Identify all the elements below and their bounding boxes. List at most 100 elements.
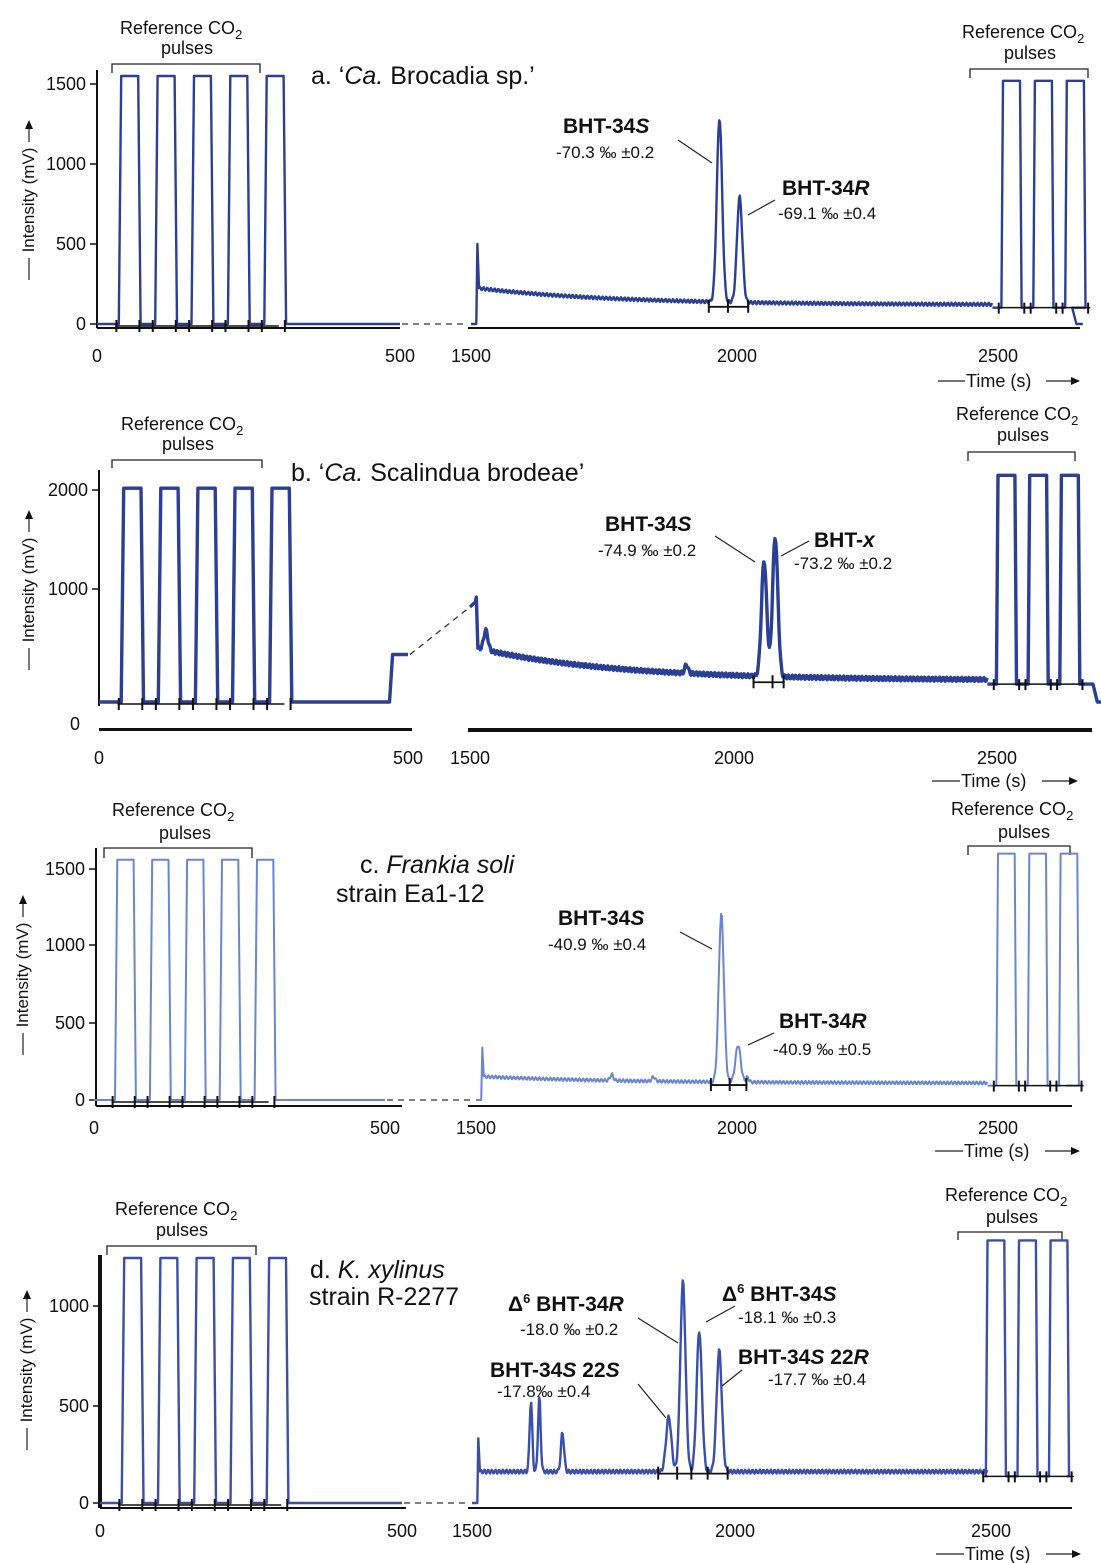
x-axis-title: Time (s)	[935, 1141, 1080, 1161]
x-tick-label: 0	[89, 1118, 99, 1138]
x-tick-label: 1500	[452, 1521, 492, 1541]
y-tick-label: 0	[70, 714, 80, 734]
ref-label-left: Reference CO2 pulses	[111, 414, 263, 468]
y-tick-label: 0	[75, 1090, 85, 1110]
elution-trace	[471, 119, 994, 326]
svg-text:-74.9 ‰ ±0.2: -74.9 ‰ ±0.2	[598, 541, 696, 560]
peak-label-delta6-bht-34s: Δ6 BHT-34S -18.1 ‰ ±0.3	[705, 1281, 837, 1327]
peak-label-delta6-bht-34r: Δ6 BHT-34R -18.0 ‰ ±0.2	[508, 1291, 679, 1344]
y-ticks	[90, 83, 97, 325]
y-tick-label: 1000	[49, 1296, 89, 1316]
svg-text:pulses: pulses	[998, 822, 1050, 842]
svg-text:BHT-34R: BHT-34R	[779, 1010, 867, 1033]
y-axis-title: Intensity (mV)	[19, 120, 38, 280]
x-tick-label: 2000	[717, 1118, 757, 1138]
svg-text:pulses: pulses	[1004, 43, 1056, 63]
reference-pulses-right	[987, 473, 1101, 704]
svg-text:Time (s): Time (s)	[964, 1141, 1029, 1161]
ref-label-left: Reference CO2 pulses	[106, 1199, 257, 1255]
panel-title: d. K. xylinus strain R-2277	[309, 1256, 459, 1311]
reference-pulses-left	[94, 858, 385, 1101]
svg-text:pulses: pulses	[162, 434, 214, 454]
peak-label-bht-34s-22r: BHT-34S 22R -17.7 ‰ ±0.4	[721, 1346, 870, 1389]
x-axis-title: Time (s)	[932, 771, 1078, 791]
y-tick-label: 0	[76, 314, 86, 334]
svg-text:Time (s): Time (s)	[961, 771, 1026, 791]
ref-label-right: Reference CO2 pulses	[945, 1185, 1067, 1240]
svg-text:Reference CO2: Reference CO2	[951, 799, 1073, 823]
y-axis-title: Intensity (mV)	[17, 1290, 36, 1450]
x-tick-label: 2000	[714, 748, 754, 768]
y-axis-title: Intensity (mV)	[13, 895, 32, 1055]
ref-label-left: Reference CO2 pulses	[111, 18, 261, 73]
x-tick-label: 2000	[715, 1521, 755, 1541]
y-tick-label: 1500	[45, 859, 85, 879]
svg-text:Reference CO2: Reference CO2	[121, 414, 243, 438]
x-axis-left	[99, 728, 412, 731]
svg-text:BHT-x: BHT-x	[814, 529, 876, 552]
svg-text:pulses: pulses	[159, 823, 211, 843]
ref-label-left: Reference CO2 pulses	[103, 800, 253, 858]
reference-pulses-left	[100, 1256, 402, 1505]
svg-text:Intensity (mV): Intensity (mV)	[17, 1318, 36, 1423]
x-axis-right	[468, 728, 1092, 732]
reference-pulses-right	[992, 79, 1087, 326]
x-tick-label: 2500	[978, 346, 1018, 366]
chromatogram-trace	[97, 74, 1091, 332]
svg-text:Time (s): Time (s)	[965, 1544, 1030, 1563]
svg-text:Reference CO2: Reference CO2	[112, 800, 234, 824]
x-tick-label: 2500	[977, 748, 1017, 768]
svg-text:-18.1 ‰ ±0.3: -18.1 ‰ ±0.3	[738, 1308, 836, 1327]
svg-text:-18.0 ‰ ±0.2: -18.0 ‰ ±0.2	[520, 1320, 618, 1339]
panel-c: 1500 1000 500 0 0 500 1500 2000 2500 Tim…	[13, 799, 1084, 1161]
elution-trace	[476, 912, 989, 1101]
svg-text:BHT-34S 22S: BHT-34S 22S	[490, 1359, 620, 1382]
peak-label-bht-34r: BHT-34R -40.9 ‰ ±0.5	[747, 1010, 871, 1059]
svg-text:-69.1 ‰ ±0.4: -69.1 ‰ ±0.4	[778, 204, 876, 223]
y-axis-title: Intensity (mV)	[19, 510, 38, 670]
y-tick-label: 0	[79, 1493, 89, 1513]
y-tick-label: 1000	[46, 154, 86, 174]
y-tick-label: 1000	[45, 935, 85, 955]
elution-trace	[472, 1279, 989, 1505]
x-tick-label: 1500	[451, 346, 491, 366]
x-tick-label: 2500	[971, 1521, 1011, 1541]
svg-text:BHT-34R: BHT-34R	[782, 177, 870, 200]
peak-label-bht-34s-22s: BHT-34S 22S -17.8‰ ±0.4	[490, 1359, 667, 1419]
svg-text:-40.9 ‰ ±0.4: -40.9 ‰ ±0.4	[548, 935, 646, 954]
svg-text:-73.2 ‰ ±0.2: -73.2 ‰ ±0.2	[794, 554, 892, 573]
panel-title: c. Frankia soli strain Ea1-12	[336, 851, 516, 908]
reference-pulses-right	[984, 1239, 1071, 1478]
ref-label-right: Reference CO2 pulses	[962, 22, 1089, 78]
svg-text:Intensity (mV): Intensity (mV)	[19, 538, 38, 643]
svg-text:BHT-34S: BHT-34S	[605, 513, 691, 536]
x-tick-label: 1500	[450, 748, 490, 768]
x-tick-label: 500	[370, 1118, 400, 1138]
reference-pulses-left	[99, 486, 408, 704]
svg-text:Intensity (mV): Intensity (mV)	[13, 923, 32, 1028]
peak-label-bht-34s: BHT-34S -70.3 ‰ ±0.2	[556, 115, 713, 164]
svg-text:pulses: pulses	[156, 1220, 208, 1240]
x-tick-label: 500	[387, 1521, 417, 1541]
svg-text:-70.3 ‰ ±0.2: -70.3 ‰ ±0.2	[556, 143, 654, 162]
svg-text:Time (s): Time (s)	[966, 371, 1031, 391]
axis-break-connector	[409, 606, 471, 656]
ref-label-right: Reference CO2 pulses	[956, 404, 1078, 461]
panel-title: a. ‘Ca. Brocadia sp.’	[311, 62, 535, 90]
svg-text:-40.9 ‰ ±0.5: -40.9 ‰ ±0.5	[773, 1040, 871, 1059]
svg-text:Reference CO2: Reference CO2	[956, 404, 1078, 428]
panel-d: 1000 500 0 0 500 1500 2000 2500 Time (s)…	[17, 1185, 1081, 1563]
peak-label-bht-x: BHT-x -73.2 ‰ ±0.2	[780, 529, 892, 573]
svg-text:BHT-34S: BHT-34S	[558, 907, 644, 930]
svg-text:pulses: pulses	[161, 38, 213, 58]
chromatogram-trace	[99, 473, 1101, 711]
x-tick-label: 0	[95, 1521, 105, 1541]
svg-text:-17.8‰ ±0.4: -17.8‰ ±0.4	[497, 1382, 590, 1401]
peak-label-bht-34s: BHT-34S -74.9 ‰ ±0.2	[598, 513, 756, 563]
svg-text:pulses: pulses	[997, 425, 1049, 445]
y-tick-label: 500	[59, 1396, 89, 1416]
svg-text:strain R-2277: strain R-2277	[309, 1283, 459, 1311]
x-tick-label: 0	[94, 748, 104, 768]
x-tick-label: 2500	[978, 1118, 1018, 1138]
svg-text:pulses: pulses	[986, 1207, 1038, 1227]
